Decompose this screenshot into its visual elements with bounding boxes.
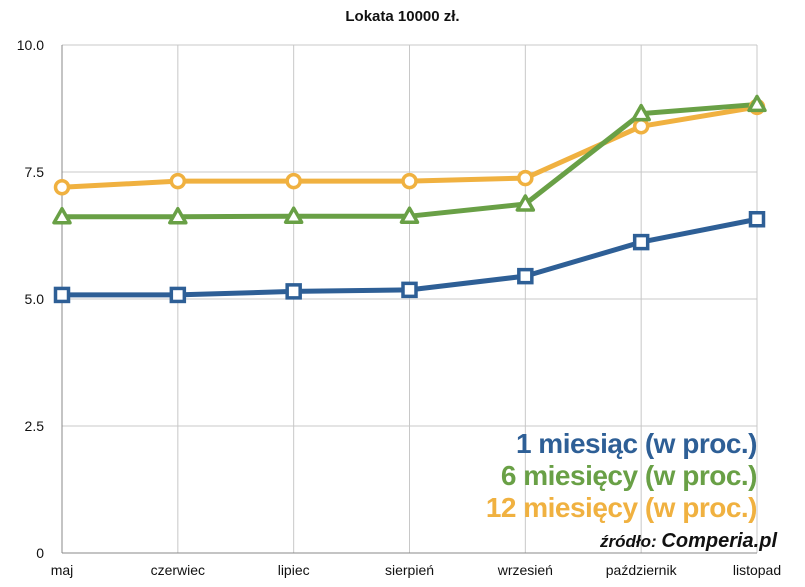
y-tick-label: 5.0 — [25, 291, 45, 307]
source-prefix: źródło: — [600, 532, 657, 551]
x-tick-label: czerwiec — [151, 562, 205, 578]
data-point-square — [748, 210, 766, 228]
legend-entry-1-month: 1 miesiąc (w proc.) — [515, 428, 758, 459]
legend-entry-12-months: 12 miesięcy (w proc.) — [485, 492, 758, 523]
x-tick-label: lipiec — [278, 562, 310, 578]
x-tick-label: sierpień — [385, 562, 434, 578]
y-tick-label: 2.5 — [25, 418, 45, 434]
x-tick-label: maj — [51, 562, 74, 578]
data-point-triangle — [283, 206, 304, 224]
chart-title: Lokata 10000 zł. — [345, 8, 460, 25]
data-point-square — [401, 281, 418, 299]
tick-labels: 0 2.5 5.0 7.5 10.0 maj czerwiec lipiec sierpień w… — [17, 37, 781, 578]
y-tick-label: 7.5 — [25, 164, 45, 180]
source-credit: źródło: Comperia.pl — [600, 530, 777, 553]
y-tick-label: 0 — [36, 545, 44, 561]
data-point-circle — [517, 169, 534, 187]
source-brand: Comperia.pl — [661, 530, 777, 552]
data-point-circle — [53, 178, 71, 196]
data-point-triangle — [631, 103, 651, 122]
data-point-square — [285, 283, 302, 300]
data-point-triangle — [747, 94, 767, 113]
data-point-triangle — [515, 194, 536, 212]
data-point-circle — [169, 172, 187, 190]
series-markers — [52, 94, 767, 304]
legend-entry-6-months: 6 miesięcy (w proc.) — [500, 460, 758, 491]
data-point-triangle — [52, 206, 72, 225]
y-tick-label: 10.0 — [17, 37, 44, 53]
x-tick-label: wrzesień — [497, 562, 553, 578]
data-point-triangle — [168, 206, 188, 225]
data-point-circle — [632, 118, 650, 135]
data-point-circle — [401, 172, 418, 190]
data-point-square — [632, 233, 650, 251]
data-point-square — [517, 267, 534, 285]
x-tick-label: listopad — [733, 562, 781, 578]
x-tick-label: październik — [606, 562, 678, 578]
data-point-square — [53, 286, 71, 304]
data-point-square — [169, 286, 187, 304]
data-point-circle — [285, 172, 302, 190]
data-point-triangle — [399, 206, 420, 224]
